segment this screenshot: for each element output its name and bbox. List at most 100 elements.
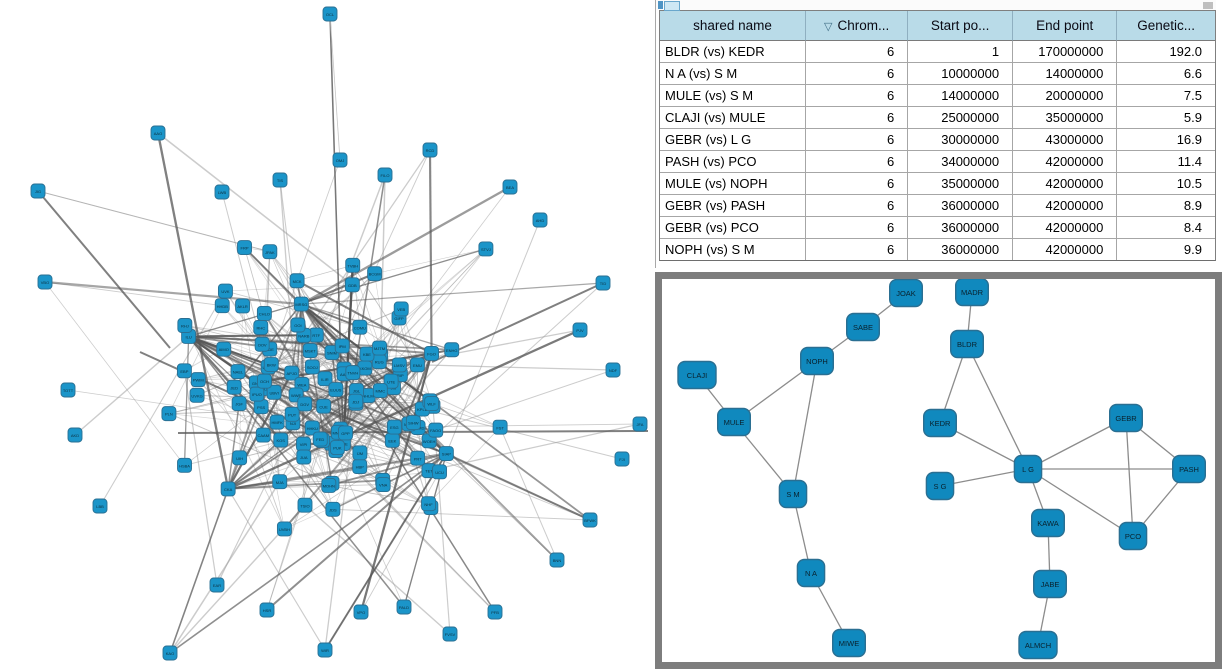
network-node[interactable]: HHKU xyxy=(304,420,320,436)
network-edge[interactable] xyxy=(169,452,447,654)
network-node[interactable]: HHDB xyxy=(214,298,230,314)
network-node[interactable]: JGF xyxy=(231,396,247,412)
network-node[interactable]: TOTT xyxy=(60,382,76,398)
network-node[interactable]: KBE xyxy=(359,346,375,362)
scrollbar-thumb[interactable] xyxy=(664,1,680,11)
network-edge[interactable] xyxy=(296,264,353,282)
network-node[interactable]: HMFK xyxy=(269,414,285,430)
network-node-GEBR[interactable]: GEBR xyxy=(1108,403,1143,433)
network-edge[interactable] xyxy=(228,465,360,490)
network-node[interactable]: EMU xyxy=(409,357,425,373)
network-edge[interactable] xyxy=(297,265,353,282)
network-node[interactable]: OMJ xyxy=(332,152,348,168)
network-edge[interactable] xyxy=(360,471,440,613)
column-header-end-point[interactable]: End point xyxy=(1013,11,1118,41)
network-node[interactable]: UCU xyxy=(432,464,447,480)
network-edge[interactable] xyxy=(332,508,591,521)
network-edge[interactable] xyxy=(44,281,223,307)
network-node[interactable]: OOI xyxy=(290,317,306,333)
network-node[interactable]: WLF xyxy=(424,396,440,412)
network-node[interactable]: UVK xyxy=(217,283,233,299)
network-node[interactable]: SIHW xyxy=(405,415,421,431)
network-node[interactable]: TID xyxy=(595,275,611,291)
network-node[interactable]: KOS xyxy=(273,432,289,448)
network-node[interactable]: EBP xyxy=(176,363,192,379)
network-edge[interactable] xyxy=(227,488,326,651)
network-node[interactable]: VIPI xyxy=(296,436,311,452)
network-node-JOAK[interactable]: JOAK xyxy=(889,279,923,308)
table-row[interactable]: GEBR (vs) L G 6 30000000 43000000 16.9 xyxy=(660,129,1215,151)
network-edge[interactable] xyxy=(269,251,302,305)
network-node-CLAJI[interactable]: CLAJI xyxy=(677,360,717,390)
network-node[interactable]: VPO xyxy=(353,604,369,620)
network-edge[interactable] xyxy=(198,350,311,380)
overview-network-canvas[interactable]: OCL AAO JIG VBO BEA TID JFA FJI KAO WIR FVSV PALD PF… xyxy=(0,0,655,669)
network-node-PCO[interactable]: PCO xyxy=(1118,521,1148,551)
network-node-SABE[interactable]: SABE xyxy=(846,312,881,342)
network-node[interactable]: MJTM xyxy=(372,340,387,356)
network-node[interactable]: EUUS xyxy=(328,382,344,398)
network-edge[interactable] xyxy=(183,370,218,586)
table-row[interactable]: GEBR (vs) PASH 6 36000000 42000000 8.9 xyxy=(660,195,1215,217)
network-node[interactable]: UVKG xyxy=(189,387,205,403)
network-node[interactable]: AAO xyxy=(150,125,166,141)
network-edge[interactable] xyxy=(188,333,317,338)
network-node[interactable]: MRSG xyxy=(293,296,309,312)
network-node[interactable]: UIH xyxy=(232,450,248,466)
network-edge[interactable] xyxy=(323,405,395,428)
network-node-NA[interactable]: N A xyxy=(796,558,826,588)
network-node[interactable]: TIS xyxy=(272,172,288,188)
network-node[interactable]: FJI xyxy=(614,451,630,467)
network-node[interactable]: NDF xyxy=(605,362,621,378)
network-node[interactable]: PLN xyxy=(161,406,177,422)
network-node-MADR[interactable]: MADR xyxy=(955,279,989,307)
network-edge[interactable] xyxy=(499,426,558,561)
network-node[interactable]: TNVH xyxy=(345,365,361,381)
network-node[interactable]: VEB xyxy=(393,301,409,317)
network-edge[interactable] xyxy=(227,328,581,490)
network-edge[interactable] xyxy=(157,132,353,286)
network-node[interactable]: GDB xyxy=(344,277,360,293)
network-edge[interactable] xyxy=(225,290,360,328)
network-node[interactable]: MJA xyxy=(272,474,288,490)
network-node[interactable]: OCH xyxy=(257,373,272,389)
network-edge[interactable] xyxy=(74,335,190,436)
network-node[interactable]: IPUO xyxy=(249,386,265,402)
network-node[interactable]: MCK xyxy=(289,273,305,289)
network-node[interactable]: VNA xyxy=(375,477,391,493)
network-edge[interactable] xyxy=(366,248,487,355)
network-edge[interactable] xyxy=(392,439,591,521)
table-row[interactable]: GEBR (vs) PCO 6 36000000 42000000 8.4 xyxy=(660,217,1215,239)
network-node[interactable]: CKA xyxy=(220,481,236,497)
network-node[interactable]: LWB xyxy=(214,184,230,200)
network-edge[interactable] xyxy=(417,364,614,371)
network-node[interactable]: SIAP xyxy=(438,446,454,461)
network-node[interactable]: ESG xyxy=(386,419,402,435)
network-node[interactable]: EEK xyxy=(384,432,400,448)
network-node-MIWE[interactable]: MIWE xyxy=(832,628,867,658)
network-node-NOPH[interactable]: NOPH xyxy=(800,346,835,376)
network-edge[interactable] xyxy=(37,190,171,349)
network-node[interactable]: NAEL xyxy=(230,364,246,379)
network-edge[interactable] xyxy=(445,452,591,521)
network-node[interactable]: ENHG xyxy=(444,342,460,358)
network-edge-LG-PCO[interactable] xyxy=(1027,468,1134,537)
network-edge[interactable] xyxy=(266,452,448,611)
network-node[interactable]: BKW xyxy=(263,357,279,372)
network-node[interactable]: ILIR xyxy=(317,371,333,387)
network-node-MULE[interactable]: MULE xyxy=(717,407,752,437)
column-header-start-position[interactable]: Start po... xyxy=(908,11,1014,41)
network-node[interactable]: HSBA xyxy=(177,457,192,473)
network-node[interactable]: OCL xyxy=(322,6,338,22)
network-node[interactable]: MMC xyxy=(372,383,388,399)
table-row[interactable]: NOPH (vs) S M 6 36000000 42000000 9.9 xyxy=(660,239,1215,260)
network-edge[interactable] xyxy=(44,280,302,306)
network-node-SG[interactable]: S G xyxy=(925,471,955,501)
network-edge[interactable] xyxy=(44,281,185,466)
table-row[interactable]: MULE (vs) NOPH 6 35000000 42000000 10.5 xyxy=(660,173,1215,195)
network-edge[interactable] xyxy=(168,305,223,414)
network-node[interactable]: APJO xyxy=(284,365,300,381)
network-edge[interactable] xyxy=(303,149,431,336)
network-node[interactable]: PALD xyxy=(396,599,412,615)
network-edge[interactable] xyxy=(183,336,190,466)
